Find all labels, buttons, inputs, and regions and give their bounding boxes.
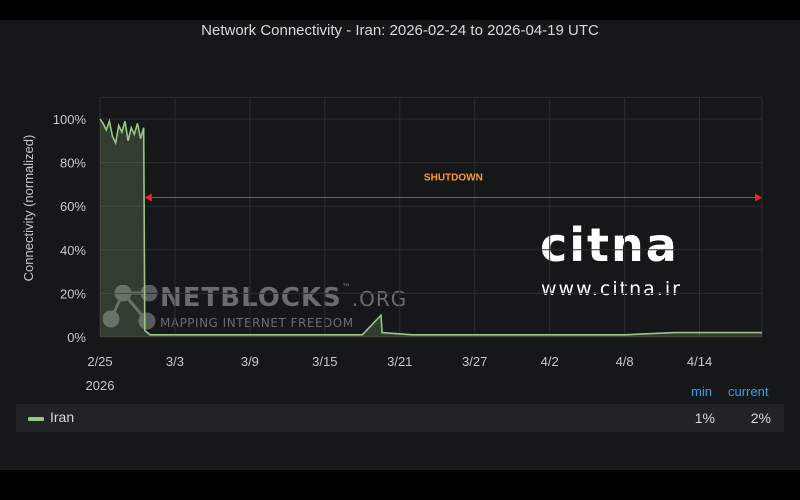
x-tick-label: 3/15 xyxy=(312,354,337,369)
y-tick-label: 80% xyxy=(60,156,86,171)
series-line-iran xyxy=(99,118,762,336)
legend-series-name: Iran xyxy=(50,409,75,425)
netblocks-tm: ™ xyxy=(341,283,352,293)
netblocks-watermark: NETBLOCKS™.ORG xyxy=(160,283,407,313)
shutdown-label: SHUTDOWN xyxy=(424,172,483,183)
legend-min-value: 1% xyxy=(694,410,715,426)
netblocks-name: NETBLOCKS xyxy=(160,283,342,313)
legend-swatch xyxy=(28,417,44,421)
legend-row-iran[interactable]: Iran xyxy=(16,404,784,432)
citna-url: www.citna.ir xyxy=(541,278,682,300)
x-tick-label: 3/27 xyxy=(462,354,487,369)
shutdown-arrow-left xyxy=(144,193,152,202)
legend-current-value: 2% xyxy=(750,410,771,426)
x-tick-label: 3/3 xyxy=(166,354,184,369)
legend-header-min: min xyxy=(691,384,712,399)
legend-header-current: current xyxy=(728,384,769,399)
x-tick-label: 2/25 xyxy=(87,354,112,369)
y-tick-label: 20% xyxy=(60,286,86,301)
x-tick-label: 4/8 xyxy=(616,354,634,369)
netblocks-tagline: MAPPING INTERNET FREEDOM xyxy=(160,316,354,330)
chart-title: Network Connectivity - Iran: 2026-02-24 … xyxy=(201,22,599,39)
x-tick-label: 4/14 xyxy=(687,354,712,369)
x-tick-label: 3/9 xyxy=(241,354,259,369)
y-tick-label: 60% xyxy=(60,199,86,214)
y-axis-label: Connectivity (normalized) xyxy=(21,135,36,282)
netblocks-tld: .ORG xyxy=(351,287,408,311)
x-tick-label: 4/2 xyxy=(541,354,559,369)
citna-logo: CiTNA xyxy=(540,218,679,272)
x-tick-label: 3/21 xyxy=(387,354,412,369)
series-area-iran xyxy=(100,119,762,337)
x-tick-sublabel: 2026 xyxy=(86,378,115,393)
y-tick-label: 40% xyxy=(60,243,86,258)
shutdown-arrow-right xyxy=(755,193,762,202)
y-tick-label: 100% xyxy=(53,112,87,127)
y-tick-label: 0% xyxy=(67,330,86,345)
